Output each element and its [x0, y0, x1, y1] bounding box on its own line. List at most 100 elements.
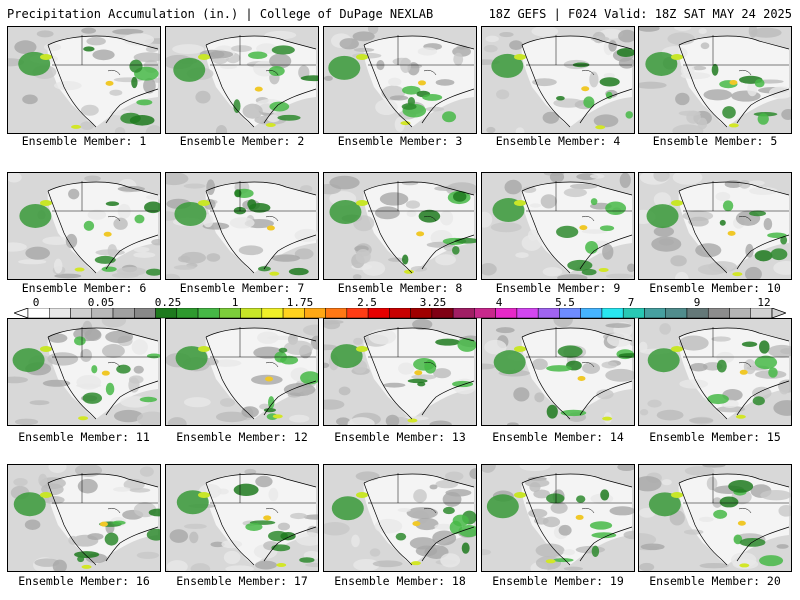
- coastline: [105, 234, 159, 270]
- coastline: [263, 234, 317, 270]
- precip-light-area: [429, 420, 452, 425]
- precip-light-area: [553, 319, 573, 328]
- precip-light-area: [387, 257, 405, 262]
- coastline: [521, 190, 571, 274]
- precip-light-area: [116, 266, 147, 276]
- pacific-storm: [491, 53, 524, 78]
- colorbar-legend: 0 0.05 0.25 1 1.75 2.5 3.25 4 5.5 7 9 12: [14, 296, 786, 320]
- rain-band: [599, 225, 615, 232]
- coastline: [521, 181, 633, 196]
- colorbar-min-arrow: [14, 308, 29, 319]
- precip-light-area: [656, 409, 684, 421]
- precip-light-area: [515, 252, 529, 258]
- precip-light-area: [52, 559, 67, 571]
- precip-light-area: [238, 245, 264, 256]
- heavy-rain-core: [727, 230, 736, 236]
- precip-light-area: [128, 375, 144, 384]
- precip-light-area: [483, 44, 498, 53]
- precip-light-area: [435, 479, 459, 489]
- coastal-rain: [671, 200, 683, 206]
- rain-band: [263, 408, 276, 413]
- great-lakes: [423, 215, 437, 222]
- precip-light-area: [210, 541, 225, 548]
- heavy-rain-core: [412, 521, 421, 527]
- precip-light-area: [383, 382, 406, 388]
- rain-band: [234, 189, 242, 198]
- precip-light-area: [324, 399, 345, 410]
- rain-band: [728, 479, 754, 493]
- precip-map: [482, 465, 634, 571]
- pacific-storm: [647, 348, 680, 373]
- precip-map: [639, 465, 791, 571]
- precip-light-area: [229, 217, 255, 229]
- coastal-rain: [198, 54, 210, 60]
- precip-light-area: [372, 560, 403, 568]
- precip-light-area: [114, 127, 126, 133]
- rain-band: [716, 359, 727, 373]
- rain-band: [300, 75, 318, 82]
- coastline: [421, 526, 475, 562]
- precip-light-area: [698, 516, 714, 522]
- precip-light-area: [767, 344, 791, 358]
- colorbar-swatch: [452, 308, 475, 319]
- member-label: Ensemble Member: 11: [18, 430, 150, 444]
- precip-light-area: [259, 403, 271, 410]
- precip-light-area: [242, 103, 263, 119]
- land-area: [47, 182, 158, 273]
- rain-band: [591, 532, 617, 539]
- member-label: Ensemble Member: 14: [492, 430, 624, 444]
- precip-light-area: [338, 386, 351, 396]
- precip-light-area: [747, 81, 758, 97]
- coastline: [363, 473, 475, 488]
- heavy-rain-core: [416, 231, 425, 237]
- coastline: [47, 44, 97, 128]
- precip-light-area: [550, 502, 568, 514]
- precip-light-area: [215, 124, 228, 133]
- precip-light-area: [674, 27, 692, 31]
- precip-light-area: [353, 215, 375, 232]
- tropical-rain: [400, 121, 411, 126]
- rain-band: [754, 250, 773, 262]
- great-lakes: [107, 361, 121, 368]
- colorbar-swatch: [304, 308, 326, 319]
- precip-light-area: [522, 186, 537, 193]
- precip-light-area: [25, 246, 50, 260]
- precip-light-area: [84, 175, 101, 182]
- heavy-rain-core: [577, 376, 586, 382]
- precip-light-area: [683, 529, 704, 535]
- rain-band: [556, 225, 579, 238]
- coastline: [205, 35, 317, 50]
- precip-light-area: [117, 203, 131, 219]
- rain-band: [759, 555, 784, 567]
- rain-band: [271, 544, 291, 552]
- ensemble-panel: [481, 172, 635, 280]
- precip-light-area: [590, 36, 610, 42]
- precip-light-area: [482, 263, 497, 276]
- coastline: [47, 473, 159, 488]
- precip-light-area: [36, 30, 54, 38]
- coastal-rain: [40, 492, 52, 498]
- precip-light-area: [593, 114, 619, 128]
- coastal-rain: [356, 54, 368, 60]
- coastal-rain: [671, 492, 683, 498]
- precip-light-area: [47, 333, 68, 343]
- precip-light-area: [136, 411, 160, 425]
- precip-light-area: [691, 65, 707, 71]
- precip-light-area: [684, 466, 715, 476]
- colorbar-label: 0: [32, 296, 40, 309]
- precip-light-area: [53, 258, 63, 274]
- member-label: Ensemble Member: 8: [337, 281, 463, 295]
- rain-band: [280, 531, 296, 541]
- coastal-rain: [198, 200, 210, 206]
- precip-light-area: [264, 30, 297, 40]
- member-label: Ensemble Member: 4: [495, 134, 621, 148]
- rain-band: [402, 85, 421, 95]
- rain-band: [144, 201, 160, 214]
- pacific-storm: [173, 57, 206, 82]
- precip-light-area: [24, 519, 41, 530]
- precip-map: [8, 465, 160, 571]
- precip-light-area: [231, 45, 252, 53]
- precip-light-area: [195, 90, 211, 104]
- precip-light-area: [105, 330, 134, 344]
- rain-band: [618, 353, 634, 358]
